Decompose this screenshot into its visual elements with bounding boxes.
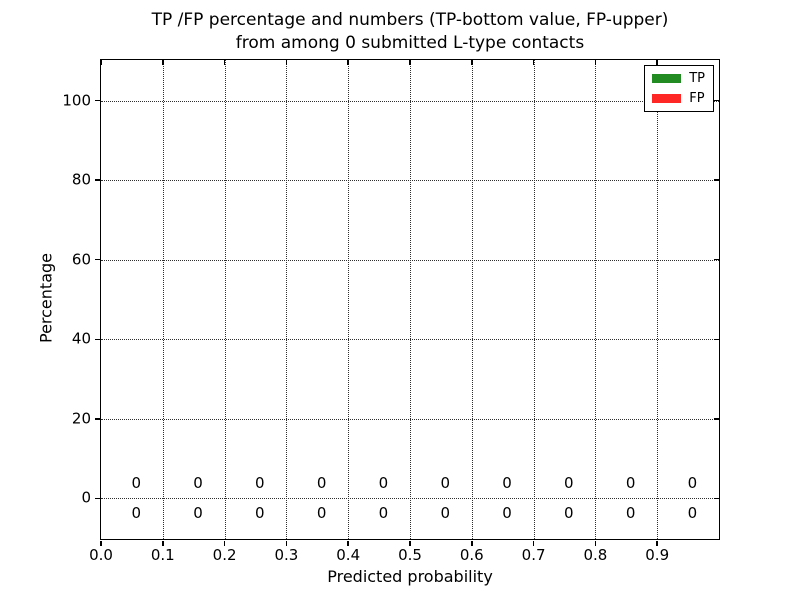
x-tick-mark-top — [100, 60, 102, 65]
chart-title-line2: from among 0 submitted L-type contacts — [235, 33, 585, 53]
x-gridline — [533, 60, 535, 539]
y-tick-label: 100 — [62, 91, 91, 110]
x-tick-label: 0.5 — [398, 546, 422, 564]
x-tick-label: 0.4 — [336, 546, 361, 564]
y-tick-mark-left — [94, 179, 100, 181]
tp-bottom-count-label: 0 — [440, 503, 450, 522]
x-tick-mark-bottom — [594, 540, 597, 546]
tp-bottom-count-label: 0 — [255, 503, 265, 522]
y-tick-label: 40 — [71, 329, 91, 348]
x-tick-mark-bottom — [471, 540, 473, 546]
x-gridline — [162, 60, 164, 539]
x-tick-mark-top — [285, 60, 288, 65]
x-tick-mark-bottom — [409, 540, 411, 546]
x-tick-mark-top — [347, 60, 349, 65]
x-tick-mark-top — [162, 60, 164, 65]
x-tick-mark-bottom — [347, 540, 349, 546]
fp-upper-count-label: 0 — [625, 474, 636, 493]
y-tick-label: 80 — [71, 170, 91, 189]
chart-title-line1: TP /FP percentage and numbers (TP-bottom… — [151, 10, 669, 30]
y-tick-label: 0 — [81, 488, 91, 507]
y-tick-mark-right — [714, 418, 719, 420]
y-tick-mark-left — [94, 497, 100, 499]
tp-bottom-count-label: 0 — [687, 503, 698, 522]
x-tick-label: 0.6 — [459, 546, 484, 564]
y-tick-mark-right — [714, 99, 719, 102]
tp-bottom-count-label: 0 — [625, 503, 636, 522]
x-tick-label: 0.2 — [212, 546, 237, 564]
y-tick-mark-left — [94, 99, 100, 102]
x-tick-mark-top — [656, 60, 658, 65]
x-tick-mark-bottom — [532, 540, 535, 546]
x-tick-label: 0.1 — [150, 546, 175, 564]
x-gridline — [471, 60, 473, 539]
x-tick-mark-top — [223, 60, 226, 65]
y-tick-mark-left — [94, 258, 100, 261]
y-tick-mark-right — [714, 338, 719, 340]
y-tick-mark-right — [714, 258, 719, 261]
legend-item-tp: TP — [652, 72, 705, 85]
fp-upper-count-label: 0 — [564, 474, 574, 493]
x-tick-mark-bottom — [285, 540, 288, 546]
x-tick-label: 0.3 — [274, 546, 299, 564]
fp-upper-count-label: 0 — [440, 474, 450, 493]
legend-swatch-tp — [652, 74, 682, 83]
x-tick-label: 0.8 — [583, 546, 608, 564]
y-tick-mark-right — [714, 179, 719, 181]
tp-bottom-count-label: 0 — [502, 503, 512, 522]
x-tick-mark-top — [532, 60, 535, 65]
fp-upper-count-label: 0 — [131, 474, 141, 493]
y-tick-mark-left — [94, 418, 100, 420]
fp-upper-count-label: 0 — [255, 474, 265, 493]
fp-upper-count-label: 0 — [193, 474, 203, 493]
y-tick-mark-left — [94, 338, 100, 340]
fp-upper-count-label: 0 — [502, 474, 512, 493]
y-axis-label: Percentage — [36, 252, 56, 344]
plot-area: TP FP 0 20 40 60 80 100 0.0 0.1 0.2 0.3 0.4 0.5 0.6 0.… — [62, 59, 720, 564]
x-tick-mark-bottom — [223, 540, 226, 546]
tp-bottom-count-label: 0 — [131, 503, 141, 522]
x-tick-mark-top — [409, 60, 411, 65]
tp-bottom-count-label: 0 — [193, 503, 203, 522]
fp-upper-count-label: 0 — [378, 474, 389, 493]
x-gridline — [286, 60, 288, 539]
fp-upper-count-label: 0 — [316, 474, 327, 493]
legend: TP FP — [644, 65, 714, 112]
tp-bottom-count-label: 0 — [378, 503, 389, 522]
x-tick-mark-top — [471, 60, 473, 65]
x-tick-mark-bottom — [656, 540, 658, 546]
x-tick-mark-bottom — [162, 540, 164, 546]
x-gridline — [224, 60, 226, 539]
x-tick-label: 0.7 — [521, 546, 546, 564]
tp-bottom-count-label: 0 — [316, 503, 327, 522]
x-gridline — [595, 60, 597, 539]
x-tick-mark-bottom — [100, 540, 102, 546]
legend-label-fp: FP — [689, 91, 705, 106]
x-tick-label: 0.0 — [89, 546, 113, 564]
x-gridline — [657, 60, 659, 539]
y-tick-mark-right — [714, 497, 719, 499]
y-tick-label: 20 — [71, 409, 91, 428]
x-gridline — [348, 60, 350, 539]
legend-swatch-fp — [652, 94, 682, 103]
x-gridline — [410, 60, 411, 539]
y-tick-label: 60 — [71, 250, 91, 269]
legend-label-tp: TP — [689, 71, 705, 86]
chart-title: TP /FP percentage and numbers (TP-bottom… — [100, 9, 720, 55]
legend-item-fp: FP — [652, 92, 705, 105]
tp-bottom-count-label: 0 — [564, 503, 574, 522]
x-axis-label: Predicted probability — [327, 567, 493, 586]
x-tick-label: 0.9 — [645, 546, 670, 564]
x-tick-mark-top — [594, 60, 597, 65]
fp-upper-count-label: 0 — [687, 474, 698, 493]
